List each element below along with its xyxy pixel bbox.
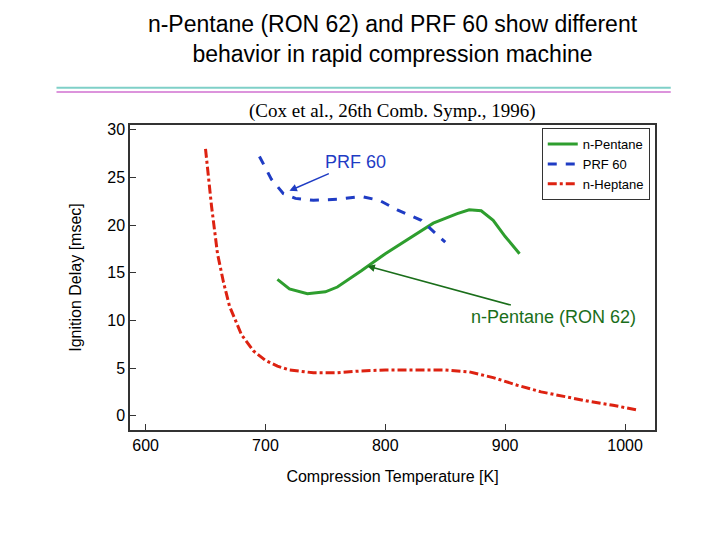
svg-text:PRF 60: PRF 60 — [325, 152, 386, 172]
svg-text:Compression Temperature [K]: Compression Temperature [K] — [286, 468, 498, 485]
svg-text:600: 600 — [132, 437, 159, 454]
svg-text:n-Pentane (RON 62): n-Pentane (RON 62) — [471, 307, 636, 327]
svg-text:700: 700 — [252, 437, 279, 454]
svg-text:1000: 1000 — [607, 437, 643, 454]
svg-text:10: 10 — [107, 312, 125, 329]
svg-text:20: 20 — [107, 217, 125, 234]
svg-text:n-Pentane: n-Pentane — [583, 137, 643, 152]
svg-text:0: 0 — [116, 407, 125, 424]
svg-text:800: 800 — [372, 437, 399, 454]
svg-text:PRF 60: PRF 60 — [583, 157, 627, 172]
svg-text:n-Pentane (RON 62) and PRF 60: n-Pentane (RON 62) and PRF 60 show diffe… — [148, 11, 638, 67]
svg-text:5: 5 — [116, 360, 125, 377]
svg-text:900: 900 — [492, 437, 519, 454]
svg-text:25: 25 — [107, 169, 125, 186]
svg-text:15: 15 — [107, 264, 125, 281]
svg-text:(Cox et al., 26th Comb. Symp.,: (Cox et al., 26th Comb. Symp., 1996) — [249, 100, 536, 122]
svg-text:n-Heptane: n-Heptane — [583, 177, 644, 192]
svg-text:Ignition Delay [msec]: Ignition Delay [msec] — [67, 203, 84, 352]
svg-text:30: 30 — [107, 121, 125, 138]
